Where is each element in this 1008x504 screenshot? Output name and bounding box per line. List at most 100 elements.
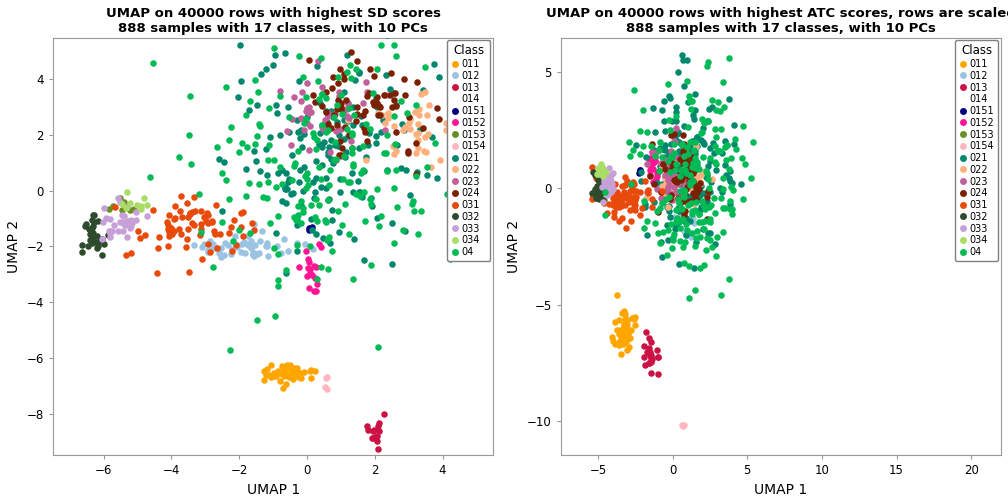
Point [289,116,305,124]
Point [668,108,684,116]
Point [426,139,443,147]
Point [626,187,642,195]
Point [678,220,695,228]
Point [332,137,348,145]
Point [428,174,445,182]
Point [658,160,674,168]
Point [669,167,685,175]
Point [247,76,263,84]
Point [122,199,138,207]
Point [87,238,103,246]
Point [683,193,700,201]
Point [603,174,619,182]
Point [684,214,701,222]
Point [305,262,322,270]
Point [410,137,426,145]
Point [656,172,672,180]
Point [655,160,671,168]
Point [319,94,335,102]
Point [688,142,705,150]
Point [712,147,728,155]
Point [95,235,111,243]
Point [407,139,423,147]
Point [656,171,672,179]
Point [249,316,265,324]
Point [699,171,715,179]
Point [681,166,698,174]
Point [280,373,296,381]
Point [376,149,392,157]
Point [116,198,132,206]
Point [259,156,275,164]
Point [616,328,632,336]
Point [689,183,706,192]
Point [649,172,665,180]
Point [618,323,634,331]
Point [114,218,130,226]
Point [721,174,737,182]
Point [616,331,632,339]
Point [318,218,334,226]
Point [683,180,700,188]
Point [300,226,317,234]
Point [411,105,427,113]
Point [650,229,666,237]
Point [680,148,697,156]
Point [172,193,188,201]
Point [344,149,360,157]
Point [112,194,128,202]
Point [636,353,652,361]
Point [683,232,700,240]
Point [685,177,702,185]
Point [643,195,659,203]
Point [298,107,314,115]
Point [594,175,610,183]
Point [170,153,186,161]
Point [633,177,649,185]
Point [659,163,675,171]
Point [288,367,304,375]
Point [238,192,254,200]
Point [341,104,357,112]
Point [397,123,413,132]
Point [377,127,393,135]
Point [388,147,404,155]
Point [641,155,657,163]
Point [345,121,361,129]
Point [299,119,316,127]
Point [646,199,662,207]
Point [345,169,361,177]
Point [609,188,625,196]
Point [363,200,379,208]
Point [685,177,702,185]
Point [437,126,454,134]
Point [268,369,284,377]
Point [303,374,320,382]
Point [237,249,253,257]
Point [660,160,676,168]
Point [388,166,404,174]
Point [673,140,689,148]
Point [649,179,665,187]
Point [193,231,209,239]
Point [278,127,294,135]
Point [234,240,250,248]
Point [654,187,670,195]
Point [266,369,282,377]
Point [613,335,629,343]
Point [618,315,634,323]
Point [373,212,389,220]
Point [673,141,689,149]
Point [322,166,338,174]
Point [683,163,700,171]
Point [680,167,697,175]
Point [359,137,375,145]
Point [252,237,268,245]
Point [365,427,381,435]
Point [246,148,262,156]
Point [675,421,691,429]
Point [645,147,661,155]
Point [673,215,689,223]
Point [129,226,145,234]
Point [682,184,699,192]
